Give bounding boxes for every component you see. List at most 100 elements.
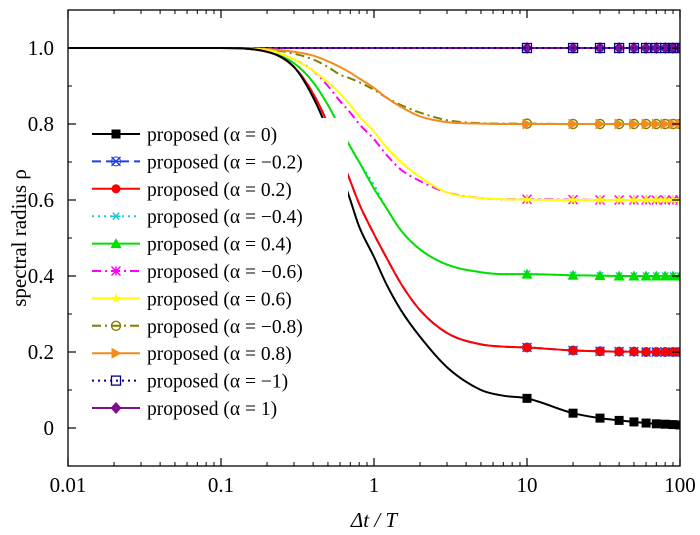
data-point — [521, 268, 533, 279]
data-point — [629, 347, 639, 357]
data-point — [651, 118, 662, 130]
legend-marker — [110, 402, 122, 414]
legend-label: proposed (α = 0.6) — [147, 289, 292, 310]
data-point — [659, 194, 671, 205]
series-layer — [68, 42, 680, 430]
series-0 — [68, 46, 680, 430]
y-tick-label: 1.0 — [28, 36, 54, 60]
legend-label: proposed (α = −0.8) — [147, 317, 303, 338]
data-point — [675, 420, 680, 430]
data-point — [660, 118, 671, 130]
x-tick-label: 1 — [369, 473, 380, 497]
data-point — [641, 118, 652, 130]
legend-marker — [110, 320, 122, 331]
legend-item: proposed (α = −0.4) — [92, 207, 303, 228]
series-2 — [68, 46, 680, 357]
y-tick-label: 0.4 — [28, 264, 55, 288]
data-point — [595, 346, 605, 356]
data-point — [614, 347, 624, 357]
data-point — [522, 342, 532, 352]
series-8 — [68, 46, 680, 130]
data-point — [659, 270, 671, 281]
data-point — [594, 42, 606, 54]
data-point — [522, 118, 533, 130]
data-point — [521, 42, 533, 54]
data-point — [651, 194, 662, 205]
legend: proposed (α = 0) proposed (α = −0.2) propo… — [86, 118, 348, 430]
data-point — [640, 42, 652, 54]
data-point — [674, 194, 680, 206]
data-point — [568, 345, 578, 355]
data-point — [628, 42, 640, 54]
legend-marker — [110, 292, 122, 303]
data-point — [640, 270, 652, 281]
series-7 — [68, 46, 680, 130]
y-tick-label: 0.8 — [28, 112, 54, 136]
legend-marker — [110, 238, 122, 249]
legend-label: proposed (α = −0.6) — [147, 262, 303, 283]
data-point — [614, 118, 625, 130]
data-point — [629, 118, 640, 130]
data-point — [640, 42, 652, 54]
legend-item: proposed (α = 0.8) — [92, 344, 292, 365]
y-axis-title: spectral radius ρ — [7, 169, 31, 307]
data-point — [613, 42, 625, 54]
data-point — [641, 418, 651, 428]
x-axis-title: Δt / T — [350, 508, 398, 532]
data-point — [613, 42, 625, 54]
x-tick-label: 0.01 — [50, 473, 87, 497]
data-point — [568, 118, 579, 130]
legend-label: proposed (α = −1) — [147, 372, 288, 393]
data-point — [613, 270, 625, 281]
data-point — [521, 42, 533, 54]
y-tick-label: 0.6 — [28, 188, 54, 212]
legend-item: proposed (α = −0.8) — [92, 317, 303, 338]
legend-marker — [111, 156, 121, 167]
legend-marker — [111, 347, 122, 359]
x-tick-label: 0.1 — [208, 473, 234, 497]
data-point — [614, 415, 624, 425]
legend-marker — [110, 375, 122, 386]
legend-background — [86, 118, 348, 430]
data-point — [650, 270, 662, 281]
data-point — [568, 408, 578, 418]
legend-item: proposed (α = 1) — [92, 399, 277, 420]
data-point — [660, 419, 670, 429]
data-point — [628, 270, 640, 281]
data-point — [651, 347, 661, 357]
legend-label: proposed (α = 0.2) — [147, 180, 292, 201]
axis-ticks: 0.01 0.1 1 10 100 0 0.2 0.4 0.6 0.8 1.0 — [28, 10, 696, 497]
legend-item: proposed (α = 0.6) — [92, 289, 292, 310]
legend-item: proposed (α = −0.6) — [92, 262, 303, 283]
legend-marker — [110, 265, 122, 277]
data-point — [567, 42, 579, 54]
legend-item: proposed (α = 0.4) — [92, 235, 292, 256]
y-tick-label: 0 — [44, 416, 55, 440]
data-point — [567, 194, 579, 205]
data-point — [594, 42, 606, 54]
legend-marker — [111, 184, 121, 194]
data-point — [668, 420, 678, 430]
data-point — [628, 194, 640, 205]
legend-marker — [111, 212, 121, 221]
legend-marker — [111, 129, 121, 139]
legend-label: proposed (α = 0) — [147, 125, 277, 146]
data-point — [641, 347, 651, 357]
data-point — [660, 347, 670, 357]
series-line — [68, 46, 680, 125]
legend-label: proposed (α = 0.4) — [147, 235, 292, 256]
data-point — [640, 194, 652, 205]
legend-item: proposed (α = 0.2) — [92, 180, 292, 201]
legend-label: proposed (α = −0.4) — [147, 207, 303, 228]
legend-item: proposed (α = −1) — [92, 372, 288, 393]
data-point — [567, 269, 579, 280]
legend-item: proposed (α = −0.2) — [92, 152, 303, 173]
data-point — [521, 194, 533, 205]
x-tick-label: 100 — [664, 473, 696, 497]
series-line — [68, 46, 680, 125]
legend-label: proposed (α = −0.2) — [147, 152, 303, 173]
data-point — [651, 419, 661, 429]
data-point — [613, 194, 625, 205]
legend-label: proposed (α = 1) — [147, 399, 277, 420]
